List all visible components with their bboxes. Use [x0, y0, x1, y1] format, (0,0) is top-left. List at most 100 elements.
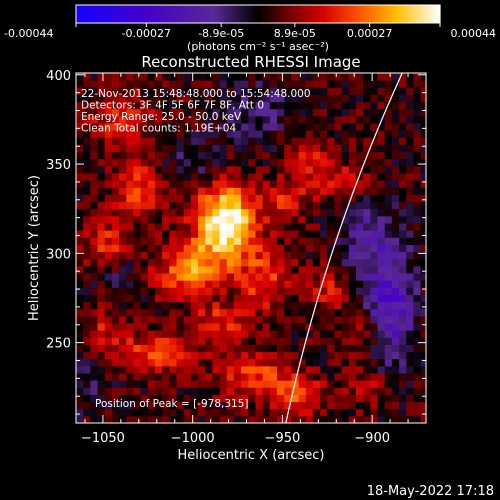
heatmap-cell [305, 394, 314, 403]
heatmap-cell [391, 394, 400, 403]
heatmap-cell [262, 323, 271, 331]
heatmap-cell [269, 180, 278, 188]
heatmap-cell [90, 137, 99, 145]
heatmap-cell [233, 373, 242, 381]
heatmap-cell [277, 251, 285, 260]
heatmap-cell [312, 101, 321, 110]
colorbar-cell [266, 5, 270, 23]
heatmap-cell [219, 287, 228, 295]
heatmap-cell [190, 315, 199, 324]
heatmap-cell [406, 194, 414, 203]
heatmap-cell [327, 223, 335, 231]
heatmap-cell [205, 265, 213, 274]
heatmap-cell [154, 80, 163, 88]
heatmap-cell [291, 280, 300, 288]
colorbar-cell [286, 5, 290, 23]
heatmap-cell [90, 415, 99, 423]
heatmap-cell [162, 230, 170, 238]
heatmap-cell [104, 387, 113, 395]
heatmap-cell [147, 87, 156, 95]
heatmap-cell [341, 73, 350, 81]
heatmap-cell [212, 358, 221, 367]
heatmap-cell [291, 208, 300, 217]
heatmap-cell [262, 294, 271, 303]
heatmap-cell [291, 215, 300, 224]
heatmap-cell [248, 365, 256, 374]
heatmap-cell [277, 208, 285, 217]
heatmap-cell [190, 280, 199, 288]
heatmap-cell [420, 144, 426, 153]
heatmap-cell [83, 130, 91, 138]
heatmap-cell [198, 401, 206, 410]
colorbar-cell [132, 5, 137, 23]
heatmap-cell [248, 294, 256, 303]
colorbar-cell [229, 5, 233, 23]
heatmap-cell [76, 287, 84, 295]
heatmap-cell [190, 80, 199, 88]
heatmap-cell [348, 251, 357, 260]
heatmap-cell [320, 87, 328, 95]
heatmap-cell [104, 151, 113, 160]
heatmap-cell [176, 115, 185, 124]
heatmap-cell [226, 358, 235, 367]
heatmap-cell [198, 251, 206, 260]
heatmap-cell [198, 387, 206, 395]
heatmap-cell [334, 144, 343, 153]
heatmap-cell [399, 101, 407, 110]
colorbar-tick-label: 8.9e-05 [274, 27, 316, 40]
heatmap-cell [406, 130, 414, 138]
heatmap-cell [384, 223, 393, 231]
heatmap-cell [370, 187, 379, 195]
heatmap-cell [391, 315, 400, 324]
heatmap-cell [233, 80, 242, 88]
heatmap-cell [169, 415, 178, 423]
heatmap-cell [291, 230, 300, 238]
heatmap-cell [76, 380, 84, 388]
heatmap-cell [212, 323, 221, 331]
colorbar-cell [135, 5, 140, 23]
heatmap-cell [420, 323, 426, 331]
heatmap-cell [406, 287, 414, 295]
heatmap-cell [119, 108, 127, 117]
heatmap-cell [162, 144, 170, 153]
heatmap-cell [413, 108, 422, 117]
colorbar-cell [84, 5, 88, 23]
heatmap-cell [169, 280, 178, 288]
peak-position-label: Position of Peak = [-978,315] [95, 398, 249, 410]
heatmap-cell [233, 344, 242, 353]
heatmap-cell [298, 294, 307, 303]
colorbar-cell [90, 5, 94, 23]
heatmap-cell [226, 337, 235, 345]
heatmap-cell [126, 408, 134, 417]
heatmap-cell [291, 273, 300, 281]
heatmap-cell [176, 337, 185, 345]
heatmap-cell [291, 408, 300, 417]
heatmap-cell [334, 301, 343, 310]
heatmap-cell [90, 101, 99, 110]
heatmap-cell [183, 101, 192, 110]
heatmap-cell [241, 144, 249, 153]
heatmap-cell [169, 330, 178, 338]
heatmap-cell [327, 158, 335, 167]
heatmap-cell [162, 208, 170, 217]
heatmap-cell [205, 294, 213, 303]
heatmap-cell [212, 73, 221, 81]
heatmap-cell [219, 258, 228, 267]
heatmap-cell [147, 323, 156, 331]
heatmap-cell [413, 287, 422, 295]
colorbar-cell [155, 5, 160, 23]
heatmap-cell [420, 130, 426, 138]
heatmap-cell [154, 244, 163, 253]
heatmap-cell [284, 173, 292, 181]
heatmap-cell [119, 265, 127, 274]
heatmap-cell [97, 165, 106, 174]
heatmap-cell [327, 173, 335, 181]
colorbar-cell [260, 5, 265, 23]
heatmap-cell [219, 137, 228, 145]
heatmap-cell [90, 180, 99, 188]
heatmap-cell [133, 158, 142, 167]
heatmap-cell [219, 365, 228, 374]
heatmap-cell [83, 401, 91, 410]
heatmap-cell [190, 408, 199, 417]
heatmap-cell [348, 194, 357, 203]
